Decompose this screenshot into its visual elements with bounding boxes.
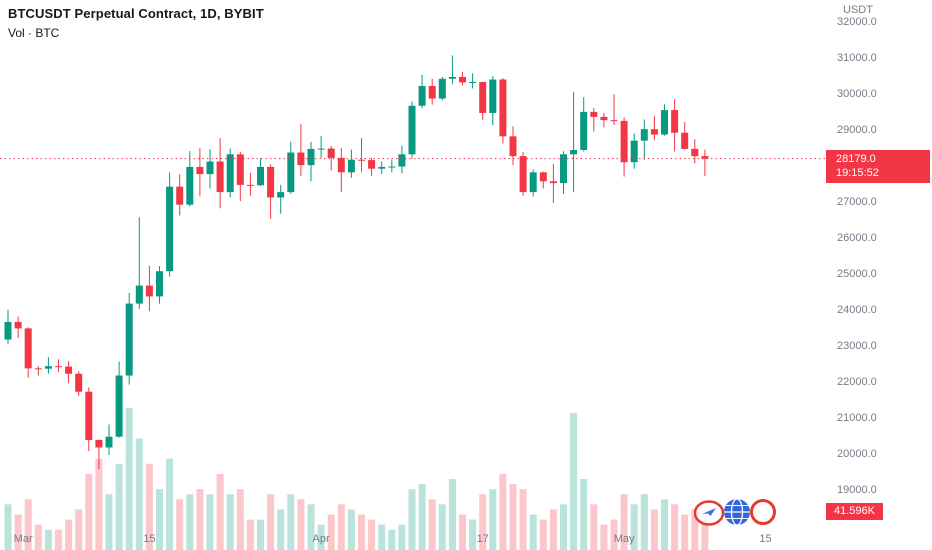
- bar-countdown: 19:15:52: [836, 166, 879, 179]
- svg-text:31000.0: 31000.0: [837, 52, 877, 64]
- last-price-badge: 28179.0 19:15:52: [826, 149, 930, 183]
- svg-text:24000.0: 24000.0: [837, 304, 877, 316]
- svg-text:32000.0: 32000.0: [837, 16, 877, 28]
- svg-text:27000.0: 27000.0: [837, 196, 877, 208]
- decorative-stickers: [694, 498, 776, 526]
- svg-text:21000.0: 21000.0: [837, 412, 877, 424]
- svg-text:Mar: Mar: [14, 533, 33, 545]
- svg-text:17: 17: [477, 533, 489, 545]
- svg-text:30000.0: 30000.0: [837, 88, 877, 100]
- svg-text:22000.0: 22000.0: [837, 376, 877, 388]
- volume-value-badge: 41.596K: [826, 503, 883, 520]
- ring-icon: [750, 499, 776, 525]
- svg-text:25000.0: 25000.0: [837, 268, 877, 280]
- globe-icon: [724, 498, 750, 526]
- svg-text:26000.0: 26000.0: [837, 232, 877, 244]
- svg-text:19000.0: 19000.0: [837, 484, 877, 496]
- svg-text:29000.0: 29000.0: [837, 124, 877, 136]
- svg-text:May: May: [614, 533, 635, 545]
- svg-text:15: 15: [759, 533, 771, 545]
- paper-plane-icon: [694, 500, 725, 526]
- svg-text:15: 15: [143, 533, 155, 545]
- chart-legend: BTCUSDT Perpetual Contract, 1D, BYBIT Vo…: [8, 6, 264, 40]
- svg-text:20000.0: 20000.0: [837, 448, 877, 460]
- symbol-title[interactable]: BTCUSDT Perpetual Contract, 1D, BYBIT: [8, 6, 264, 21]
- volume-study-label[interactable]: Vol · BTC: [8, 26, 60, 40]
- last-price-value: 28179.0: [836, 152, 876, 165]
- price-axis-unit: USDT: [843, 4, 873, 16]
- svg-text:Apr: Apr: [313, 533, 330, 545]
- svg-text:23000.0: 23000.0: [837, 340, 877, 352]
